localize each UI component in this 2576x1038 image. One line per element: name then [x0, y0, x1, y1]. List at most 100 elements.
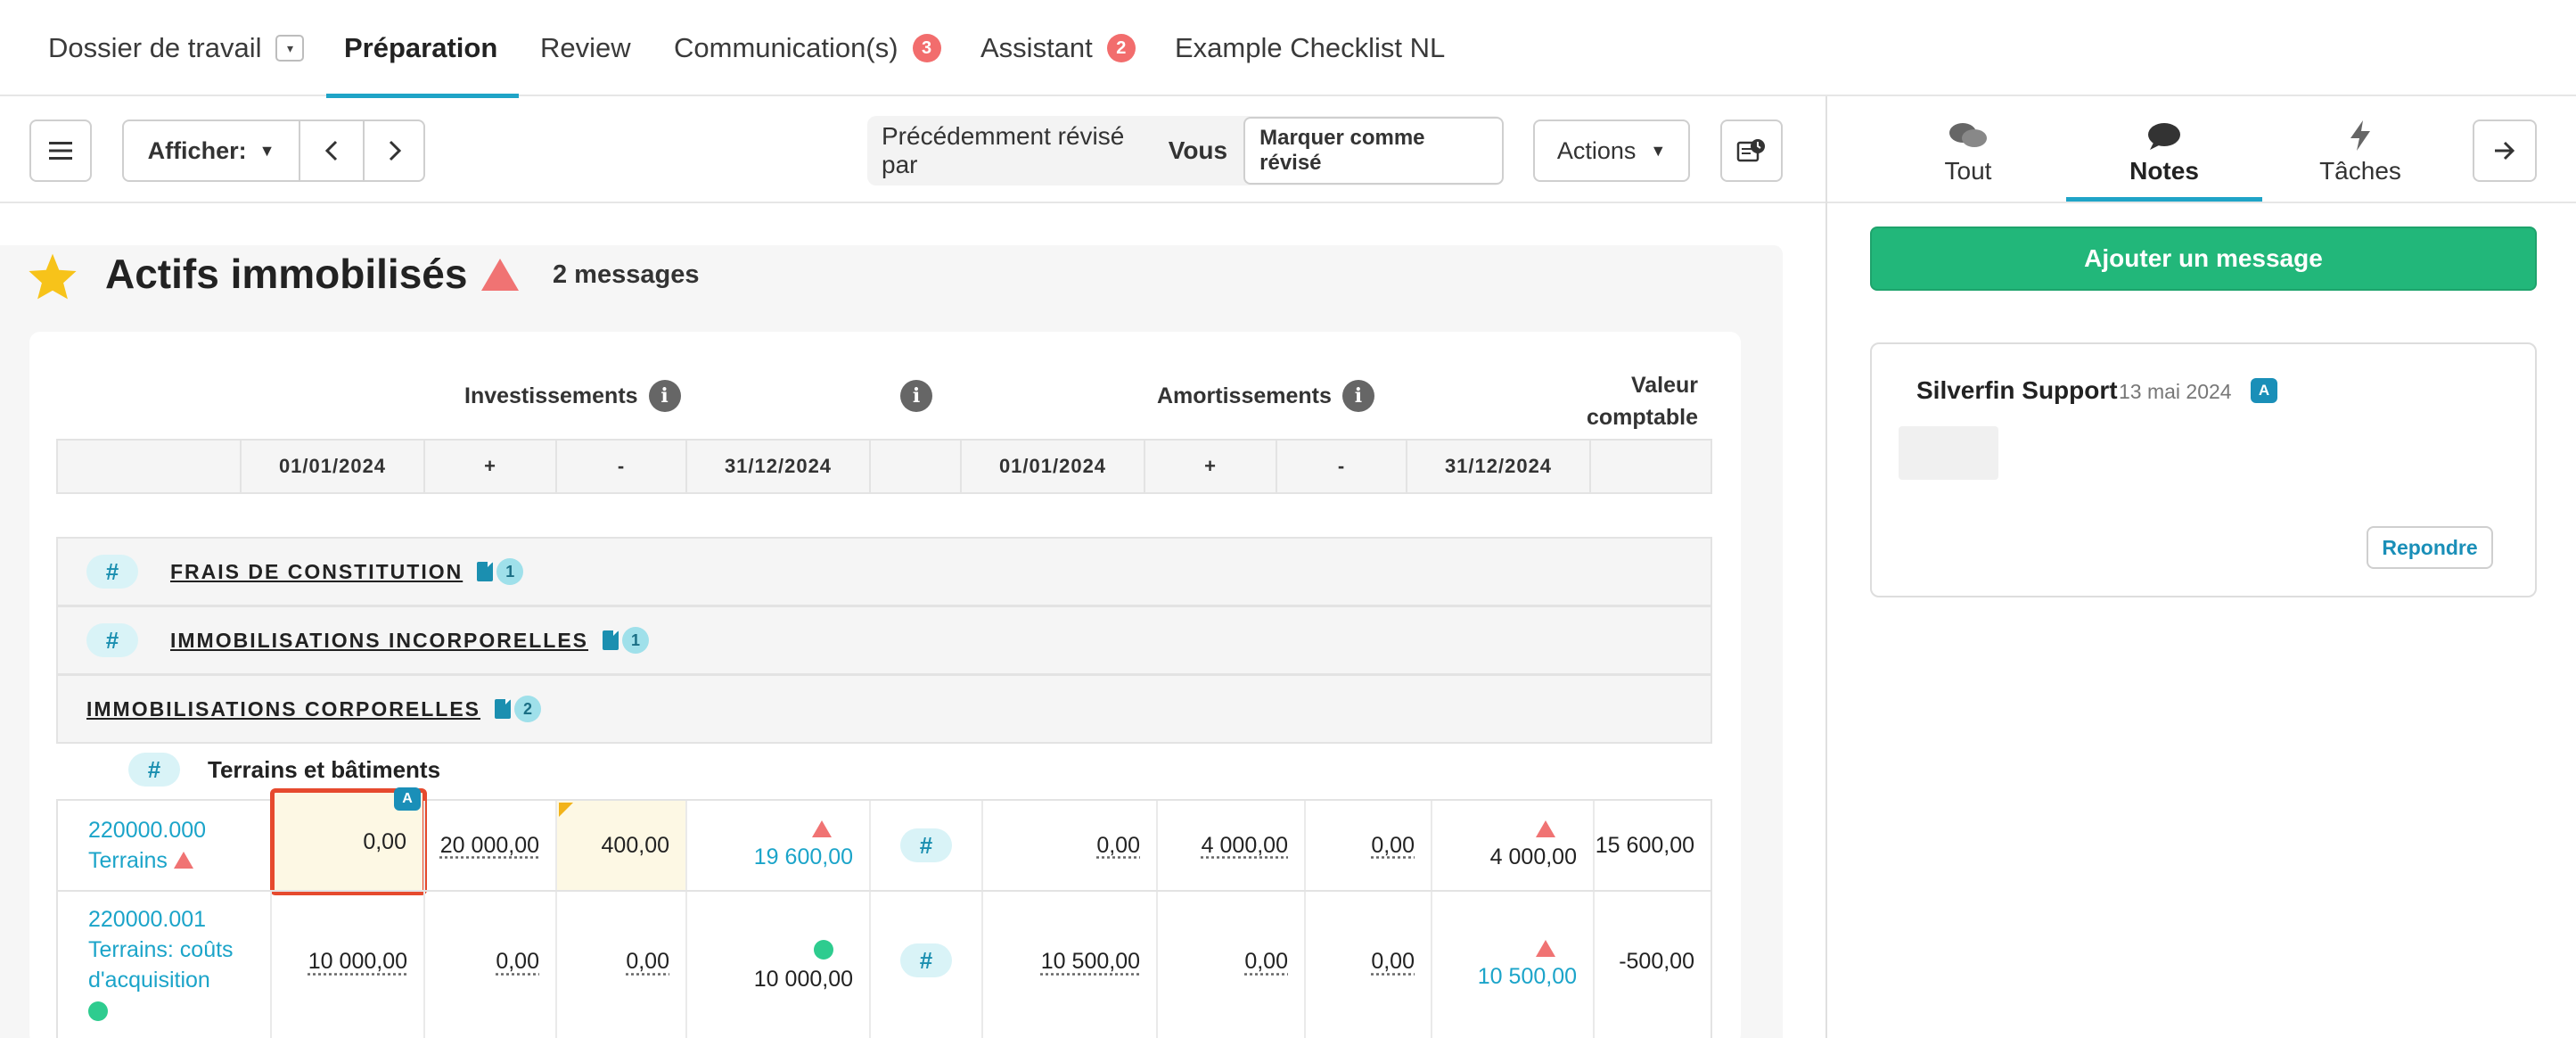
- header-label: Investissements: [464, 383, 638, 408]
- am-end-cell[interactable]: 10 500,00: [1431, 892, 1593, 1038]
- history-button[interactable]: [1720, 119, 1783, 182]
- am-plus-cell[interactable]: 4 000,00: [1156, 801, 1304, 890]
- tab-assistant[interactable]: Assistant 2: [980, 0, 1136, 96]
- account-name: Terrains: [88, 848, 168, 873]
- account-code: 220000.000: [88, 818, 207, 843]
- date-cell: -: [555, 441, 685, 492]
- document-count: 2: [514, 696, 542, 722]
- cell-value: 10 000,00: [753, 967, 853, 992]
- cell-value: 10 000,00: [308, 949, 407, 974]
- previous-button[interactable]: [300, 121, 363, 180]
- document-count-badge[interactable]: 2: [495, 696, 542, 722]
- reviewed-prefix: Précédemment révisé par: [882, 122, 1125, 178]
- collapse-sidebar-button[interactable]: [2473, 119, 2537, 182]
- communications-count-badge: 3: [912, 34, 941, 62]
- divider: [363, 121, 365, 180]
- date-cell: +: [1144, 441, 1276, 492]
- account-name: Terrains: coûts: [88, 937, 234, 962]
- info-icon[interactable]: i: [1341, 380, 1374, 412]
- inv-minus-input[interactable]: 400,00: [555, 801, 685, 890]
- hash-icon[interactable]: #: [86, 555, 138, 589]
- warning-triangle-icon: [1536, 820, 1555, 837]
- inv-plus-cell[interactable]: 0,00: [423, 892, 555, 1038]
- date-cell: -: [1276, 441, 1406, 492]
- document-count-badge[interactable]: 1: [477, 558, 524, 585]
- inv-end-cell[interactable]: 19 600,00: [685, 801, 869, 890]
- book-value-cell: -500,00: [1593, 892, 1710, 1038]
- inv-start-cell[interactable]: 10 000,00: [270, 892, 423, 1038]
- warning-triangle-icon: [812, 820, 832, 837]
- chevron-left-icon: [325, 140, 338, 161]
- cell-value: 20 000,00: [439, 832, 539, 858]
- status-ok-icon: [88, 1001, 108, 1022]
- document-count-badge[interactable]: 1: [603, 627, 650, 654]
- cell-value: 400,00: [601, 832, 669, 858]
- reply-button[interactable]: Repondre: [2367, 526, 2493, 569]
- inv-minus-cell[interactable]: 0,00: [555, 892, 685, 1038]
- group-label[interactable]: IMMOBILISATIONS INCORPORELLES: [170, 628, 589, 652]
- group-immobilisations-incorporelles[interactable]: # IMMOBILISATIONS INCORPORELLES 1: [56, 606, 1712, 675]
- inv-start-input[interactable]: 0,00 A: [270, 787, 427, 895]
- am-minus-cell[interactable]: 0,00: [1304, 892, 1431, 1038]
- document-count: 1: [622, 627, 650, 654]
- hash-icon[interactable]: #: [128, 753, 180, 787]
- tab-label: Dossier de travail: [48, 32, 262, 63]
- document-clock-icon: [1736, 139, 1765, 162]
- group-label[interactable]: IMMOBILISATIONS CORPORELLES: [86, 696, 481, 721]
- tab-communications[interactable]: Communication(s) 3: [674, 0, 941, 96]
- status-ok-icon: [814, 940, 833, 960]
- warning-triangle-icon: [173, 852, 193, 869]
- header-investissements: Investissements i: [464, 380, 681, 412]
- info-icon[interactable]: i: [900, 380, 932, 412]
- tab-preparation[interactable]: Préparation: [326, 0, 520, 98]
- tab-review[interactable]: Review: [540, 0, 631, 96]
- afficher-dropdown[interactable]: Afficher: ▼: [124, 121, 299, 180]
- hash-icon[interactable]: #: [86, 623, 138, 657]
- am-plus-cell[interactable]: 0,00: [1156, 892, 1304, 1038]
- sidebar-tab-notes[interactable]: Notes: [2066, 112, 2262, 202]
- cell-value: -500,00: [1619, 949, 1694, 974]
- hash-icon[interactable]: #: [900, 828, 952, 862]
- sidebar-tab-taches[interactable]: Tâches: [2262, 112, 2458, 202]
- cell-value: 4 000,00: [1201, 832, 1288, 858]
- header-label: Valeur: [1630, 373, 1698, 398]
- next-button[interactable]: [365, 121, 425, 180]
- messages-count[interactable]: 2 messages: [553, 260, 700, 289]
- document-icon: [477, 562, 494, 581]
- menu-button[interactable]: [29, 119, 92, 182]
- tab-label: Review: [540, 32, 631, 63]
- accounts-table: 220000.000 Terrains 0,00 A 20 000,00 400…: [56, 787, 1712, 1038]
- account-link[interactable]: 220000.001 Terrains: coûts d'acquisition: [88, 904, 234, 1026]
- cell-value: 0,00: [626, 949, 669, 974]
- tab-dossier-de-travail[interactable]: Dossier de travail ▾: [48, 0, 305, 96]
- group-label[interactable]: FRAIS DE CONSTITUTION: [170, 559, 464, 583]
- account-link[interactable]: 220000.000 Terrains: [88, 815, 206, 876]
- top-tab-bar: Dossier de travail ▾ Préparation Review …: [0, 0, 2576, 98]
- am-minus-cell[interactable]: 0,00: [1304, 801, 1431, 890]
- group-immobilisations-corporelles[interactable]: IMMOBILISATIONS CORPORELLES 2: [56, 674, 1712, 744]
- hash-icon[interactable]: #: [900, 943, 952, 977]
- mark-reviewed-button[interactable]: Marquer comme révisé: [1243, 117, 1504, 185]
- inv-end-cell[interactable]: 10 000,00: [685, 892, 869, 1038]
- group-frais-de-constitution[interactable]: # FRAIS DE CONSTITUTION 1: [56, 537, 1712, 606]
- am-end-cell[interactable]: 4 000,00: [1431, 801, 1593, 890]
- add-message-button[interactable]: Ajouter un message: [1870, 227, 2537, 291]
- actions-dropdown[interactable]: Actions ▼: [1533, 119, 1690, 182]
- arrow-right-icon: [2495, 141, 2515, 161]
- tab-label: Tout: [1944, 157, 1992, 185]
- sidebar-tab-tout[interactable]: Tout: [1870, 112, 2066, 202]
- tab-example-checklist[interactable]: Example Checklist NL: [1175, 0, 1445, 96]
- tab-label: Tâches: [2319, 157, 2401, 185]
- am-start-cell[interactable]: 0,00: [981, 801, 1156, 890]
- date-cell: 31/12/2024: [1406, 441, 1589, 492]
- hash-cell: #: [869, 892, 981, 1038]
- inv-plus-cell[interactable]: 20 000,00: [423, 801, 555, 890]
- tab-label: Assistant: [980, 32, 1093, 63]
- am-start-cell[interactable]: 10 500,00: [981, 892, 1156, 1038]
- info-icon[interactable]: i: [648, 380, 681, 412]
- page-title: Actifs immobilisés: [105, 251, 468, 297]
- chevron-down-icon[interactable]: ▾: [275, 35, 305, 62]
- cell-value: 19 600,00: [753, 844, 853, 869]
- star-icon[interactable]: [27, 251, 78, 301]
- account-name: d'acquisition: [88, 968, 210, 993]
